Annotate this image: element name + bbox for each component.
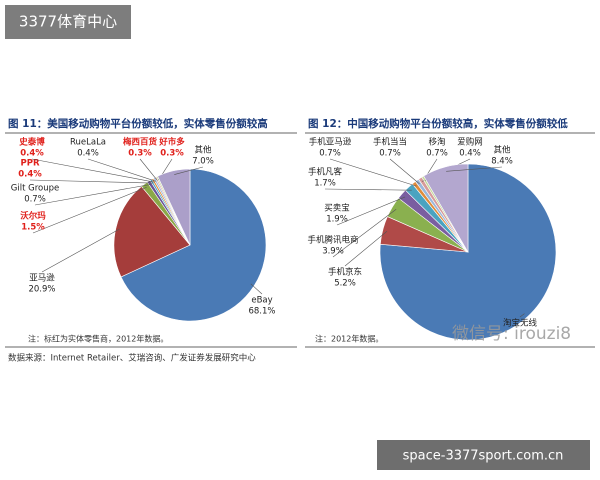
value-label: 1.5% xyxy=(21,223,45,233)
slice-label: 史泰博 xyxy=(19,137,45,148)
watermark-text: space-3377sport.com.cn xyxy=(403,449,564,464)
value-label: 0.7% xyxy=(379,149,401,159)
slice-label: 手机当当 xyxy=(373,137,407,148)
slice-label: Gilt Groupe xyxy=(11,184,59,194)
value-label: 3.9% xyxy=(322,247,344,257)
leader-line xyxy=(174,166,204,175)
slice-label: 手机亚马逊 xyxy=(309,137,352,148)
leader-line xyxy=(519,313,525,318)
value-label: 7.0% xyxy=(192,157,214,167)
slice-label: 沃尔玛 xyxy=(20,211,46,222)
value-label: 1.7% xyxy=(314,179,336,189)
leader-line xyxy=(87,158,157,182)
slice-label: 淘宝无线 xyxy=(503,318,538,329)
value-label: 0.7% xyxy=(319,149,341,159)
leader-line xyxy=(329,158,417,187)
value-label: 0.3% xyxy=(128,149,152,159)
slice-label: 买卖宝 xyxy=(324,203,350,214)
value-label: 0.4% xyxy=(18,170,42,180)
leader-line xyxy=(332,208,397,258)
value-label: 5.2% xyxy=(334,279,356,289)
value-label: 0.4% xyxy=(77,149,99,159)
leader-line xyxy=(41,228,120,273)
leader-line xyxy=(139,158,158,181)
value-label: 0.7% xyxy=(426,149,448,159)
chart-note: 注：标红为实体零售商，2012年数据。 xyxy=(28,334,168,344)
value-label: 1.9% xyxy=(326,215,348,225)
pie-slice xyxy=(157,168,191,246)
pie-slice xyxy=(120,168,267,322)
chart-title: 图 11：美国移动购物平台份额较低，实体零售份额较高 xyxy=(8,117,268,130)
leader-line xyxy=(446,166,503,172)
slice-label: eBay xyxy=(251,296,272,306)
chart-title: 图 12：中国移动购物平台份额较高，实体零售份额较低 xyxy=(308,117,568,130)
chart-note: 注：2012年数据。 xyxy=(315,334,383,344)
watermark-text: 微信号: irouzi8 xyxy=(452,324,571,344)
slice-label: 手机京东 xyxy=(328,267,362,278)
leader-line xyxy=(250,283,263,295)
leader-line xyxy=(34,184,151,206)
leader-line xyxy=(32,186,147,234)
slice-label: 手机腾讯电商 xyxy=(307,235,358,246)
slice-label: 移淘 xyxy=(428,137,445,148)
value-label: 0.4% xyxy=(20,149,44,159)
slice-label: 好市多 xyxy=(158,137,185,148)
value-label: 68.1% xyxy=(248,307,275,317)
watermark-box xyxy=(5,5,131,39)
leader-line xyxy=(29,179,153,184)
value-label: 0.4% xyxy=(459,149,481,159)
value-label: 0.7% xyxy=(24,195,46,205)
leader-line xyxy=(344,230,388,267)
leader-line xyxy=(31,158,155,183)
slice-label: 其他 xyxy=(493,145,511,156)
value-label: 8.4% xyxy=(491,157,513,167)
slice-label: 其他 xyxy=(194,145,212,156)
leader-line xyxy=(389,158,420,185)
value-label: 0.3% xyxy=(160,149,184,159)
slice-label: 梅西百货 xyxy=(123,137,158,148)
slice-label: 亚马逊 xyxy=(29,273,55,284)
leader-line xyxy=(324,188,412,191)
watermark-box xyxy=(377,440,590,470)
leader-line xyxy=(336,196,406,226)
slice-label: PPR xyxy=(20,159,39,169)
pie-slice xyxy=(423,163,469,254)
value-label: 20.9% xyxy=(28,285,55,295)
watermark-text: 3377体育中心 xyxy=(19,13,117,31)
slice-label: 手机凡客 xyxy=(308,167,343,178)
slice-label: RueLaLa xyxy=(70,138,106,148)
source-note: 数据来源：Internet Retailer、艾瑞咨询、广发证券发展研究中心 xyxy=(8,353,256,364)
slice-label: 爱购网 xyxy=(457,137,483,148)
